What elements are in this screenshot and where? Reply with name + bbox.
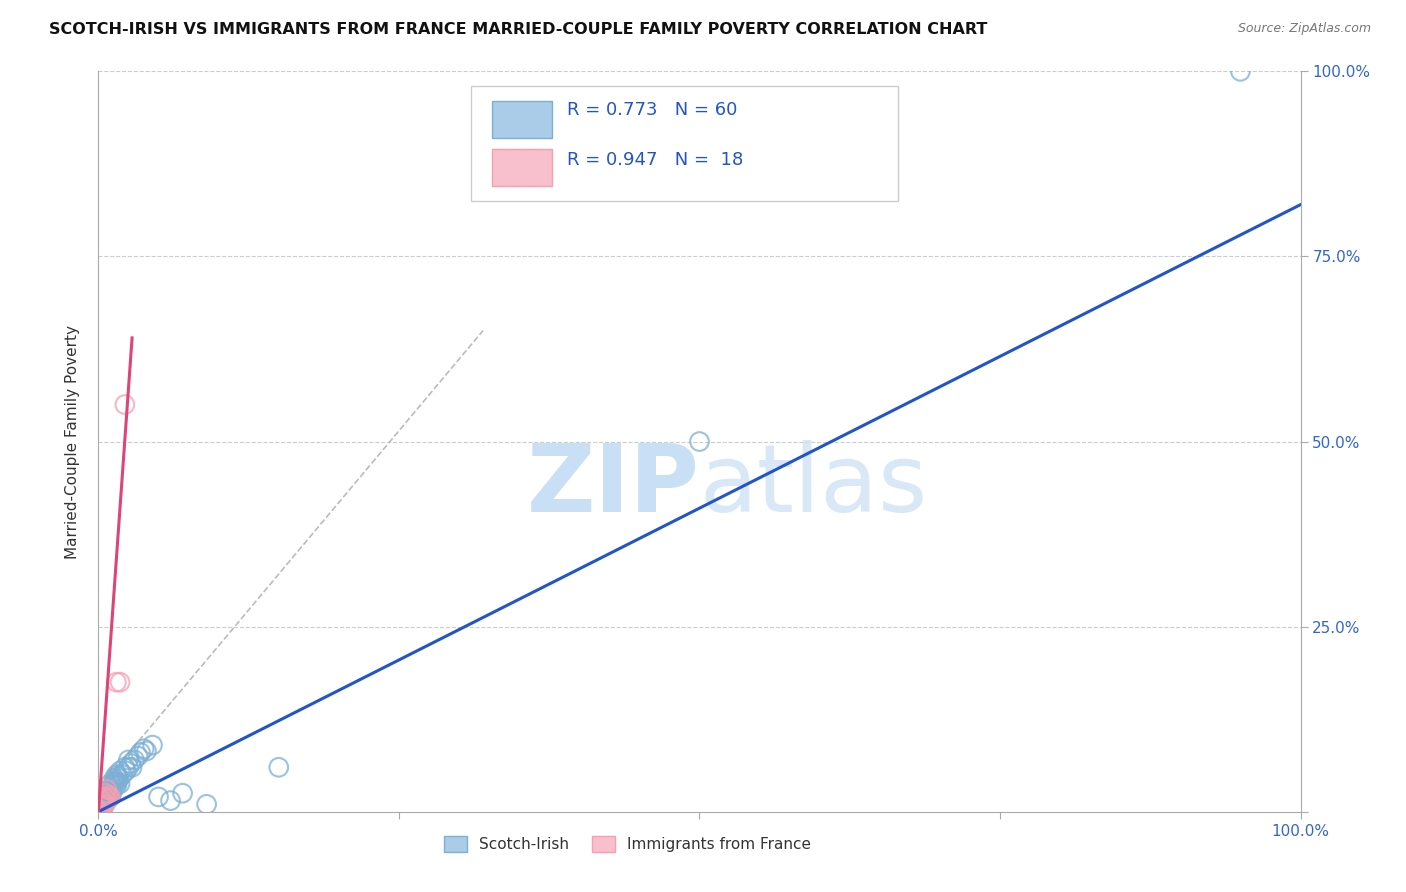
- Point: [114, 397, 136, 411]
- Point: [103, 775, 125, 789]
- Point: [96, 794, 118, 808]
- Point: [267, 760, 290, 774]
- Point: [93, 797, 115, 812]
- Text: ZIP: ZIP: [527, 440, 700, 532]
- Point: [100, 782, 122, 797]
- Point: [91, 797, 114, 812]
- Point: [97, 782, 120, 797]
- Point: [97, 786, 120, 800]
- Point: [94, 796, 117, 810]
- Point: [103, 772, 125, 786]
- Point: [97, 789, 120, 803]
- Point: [101, 779, 124, 793]
- Point: [195, 797, 218, 812]
- Text: Source: ZipAtlas.com: Source: ZipAtlas.com: [1237, 22, 1371, 36]
- Point: [91, 794, 114, 808]
- Point: [105, 675, 128, 690]
- Point: [93, 796, 115, 810]
- Point: [97, 791, 120, 805]
- Point: [93, 798, 115, 813]
- Text: R = 0.947   N =  18: R = 0.947 N = 18: [567, 151, 744, 169]
- FancyBboxPatch shape: [492, 101, 551, 138]
- Point: [94, 786, 117, 800]
- Point: [91, 801, 114, 815]
- Point: [98, 784, 121, 798]
- Point: [91, 791, 114, 805]
- Point: [148, 789, 170, 804]
- Point: [96, 789, 118, 804]
- Point: [1229, 64, 1251, 78]
- Point: [121, 760, 143, 774]
- Point: [105, 767, 128, 781]
- Point: [135, 744, 157, 758]
- Point: [96, 782, 118, 797]
- Point: [96, 784, 118, 798]
- Text: atlas: atlas: [700, 440, 928, 532]
- Point: [100, 789, 122, 804]
- Legend: Scotch-Irish, Immigrants from France: Scotch-Irish, Immigrants from France: [436, 829, 818, 860]
- Point: [98, 791, 121, 805]
- Point: [108, 675, 131, 690]
- Point: [127, 749, 149, 764]
- Point: [120, 756, 142, 771]
- Point: [117, 760, 139, 774]
- Text: R = 0.773   N = 60: R = 0.773 N = 60: [567, 101, 738, 119]
- Point: [114, 760, 136, 774]
- Point: [107, 769, 129, 783]
- Point: [91, 798, 114, 813]
- Point: [172, 786, 194, 800]
- Point: [96, 794, 118, 808]
- Point: [141, 738, 163, 752]
- Point: [104, 773, 127, 788]
- Point: [94, 791, 117, 805]
- FancyBboxPatch shape: [471, 87, 898, 201]
- Point: [107, 775, 129, 789]
- Point: [101, 784, 124, 798]
- Point: [91, 797, 114, 812]
- Point: [100, 776, 122, 790]
- Point: [93, 786, 115, 800]
- Point: [91, 794, 114, 808]
- Point: [104, 776, 127, 790]
- Point: [100, 780, 122, 795]
- Point: [108, 776, 131, 790]
- Point: [132, 741, 155, 756]
- Point: [91, 796, 114, 810]
- Point: [91, 797, 114, 812]
- Point: [108, 764, 131, 778]
- Point: [94, 791, 117, 805]
- FancyBboxPatch shape: [492, 149, 551, 186]
- Point: [117, 753, 139, 767]
- Point: [129, 746, 152, 760]
- Point: [105, 779, 128, 793]
- Point: [93, 794, 115, 808]
- Point: [93, 789, 115, 804]
- Point: [91, 794, 114, 808]
- Point: [100, 789, 122, 804]
- Point: [124, 753, 146, 767]
- Point: [94, 789, 117, 803]
- Point: [98, 789, 121, 803]
- Point: [93, 789, 115, 804]
- Point: [90, 798, 112, 813]
- Point: [115, 764, 138, 778]
- Point: [689, 434, 711, 449]
- Y-axis label: Married-Couple Family Poverty: Married-Couple Family Poverty: [65, 325, 80, 558]
- Point: [108, 772, 131, 786]
- Point: [111, 767, 134, 781]
- Point: [159, 794, 181, 808]
- Point: [90, 801, 112, 815]
- Text: SCOTCH-IRISH VS IMMIGRANTS FROM FRANCE MARRIED-COUPLE FAMILY POVERTY CORRELATION: SCOTCH-IRISH VS IMMIGRANTS FROM FRANCE M…: [49, 22, 987, 37]
- Point: [90, 798, 112, 813]
